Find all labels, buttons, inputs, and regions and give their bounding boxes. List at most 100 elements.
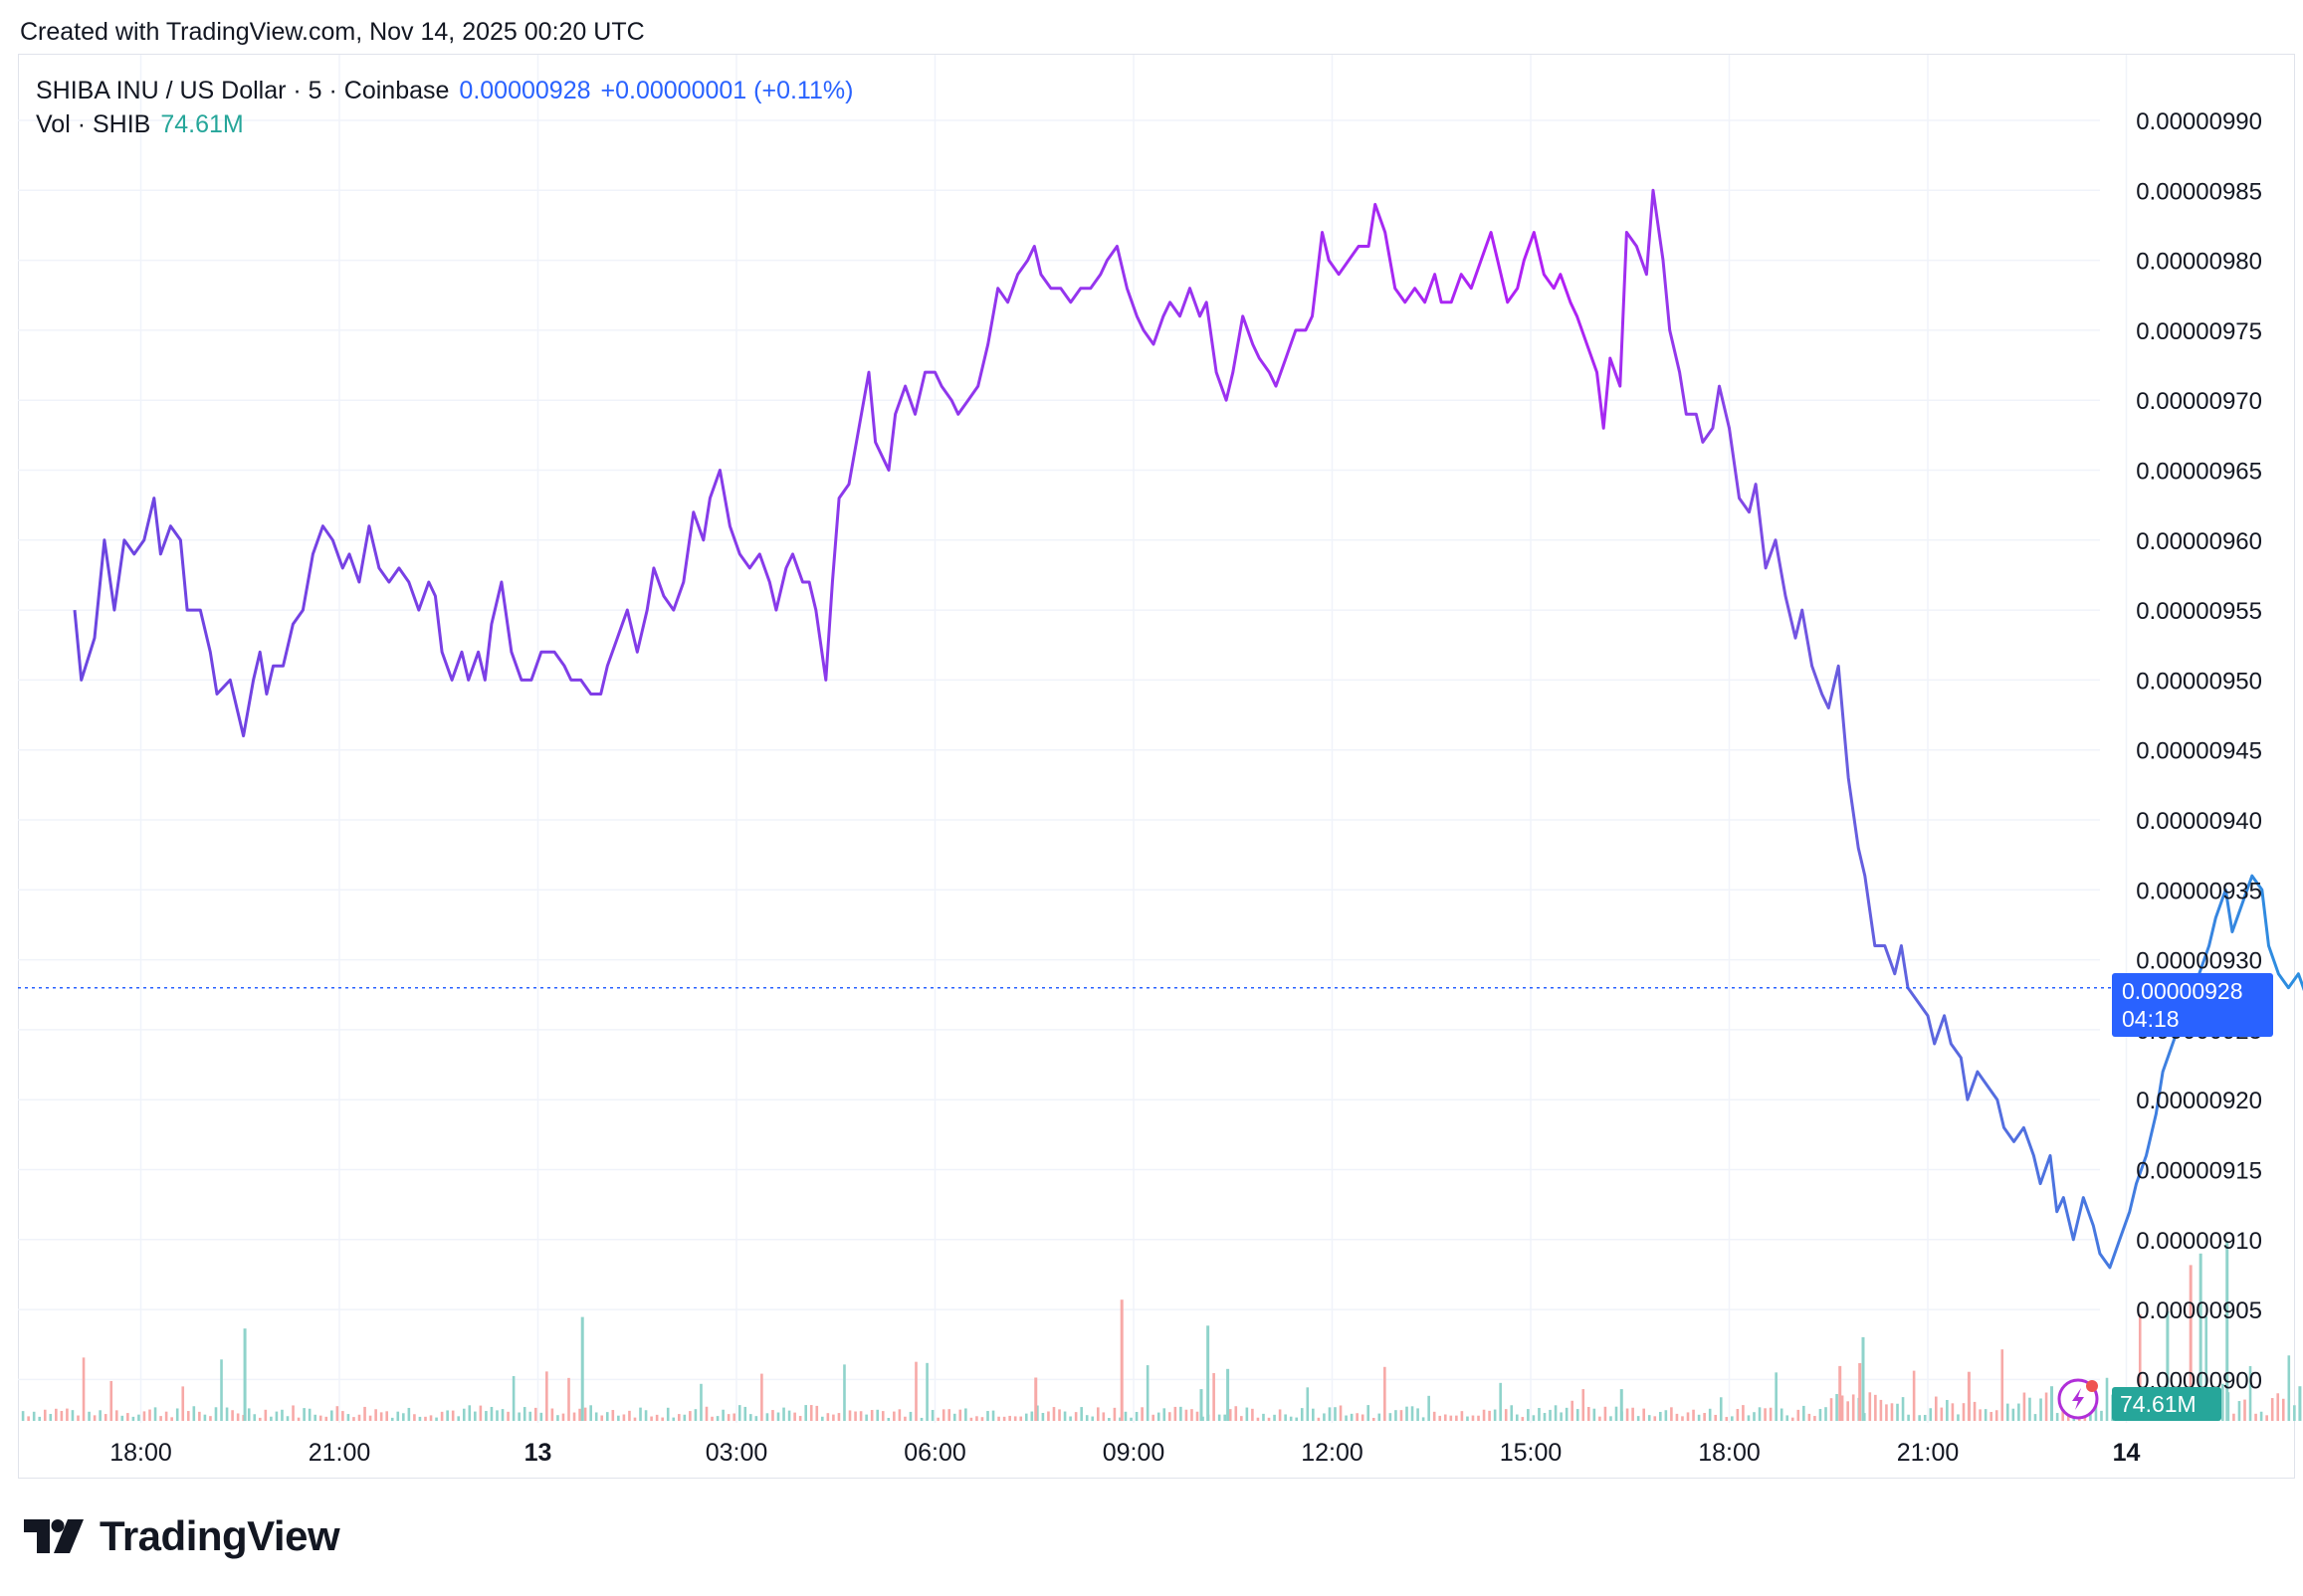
- volume-bar: [1896, 1403, 1899, 1421]
- lightning-alert-icon[interactable]: [2057, 1378, 2099, 1420]
- volume-bar: [318, 1415, 322, 1421]
- volume-bar: [1466, 1416, 1469, 1421]
- volume-bar: [997, 1416, 1000, 1421]
- volume-spike-bar: [1199, 1389, 1203, 1421]
- y-tick-label: 0.00000920: [2136, 1088, 2262, 1114]
- volume-bar: [214, 1407, 218, 1421]
- volume-bar: [131, 1416, 135, 1421]
- volume-bar: [2017, 1403, 2020, 1421]
- volume-bar: [1670, 1407, 1673, 1421]
- volume-bar: [1008, 1415, 1011, 1421]
- volume-bar: [1223, 1414, 1227, 1421]
- volume-bar: [1493, 1409, 1497, 1421]
- volume-bar: [225, 1407, 229, 1421]
- volume-bar: [1923, 1414, 1927, 1421]
- volume-bar: [1504, 1409, 1508, 1421]
- volume-bar: [258, 1417, 262, 1421]
- volume-bar: [727, 1414, 731, 1421]
- volume-bar: [865, 1414, 868, 1421]
- volume-bar: [413, 1414, 416, 1421]
- volume-bar: [1973, 1401, 1977, 1421]
- volume-bar: [120, 1415, 124, 1421]
- volume-bar: [1323, 1413, 1326, 1421]
- time-axis[interactable]: 18:00 21:00 13 03:00 06:00 09:00 12:00 15:00 18:…: [109, 1439, 2140, 1467]
- volume-bar: [385, 1411, 389, 1421]
- tradingview-brand[interactable]: TradingView: [24, 1512, 340, 1560]
- volume-bar: [2055, 1413, 2059, 1421]
- volume-bar: [507, 1411, 510, 1421]
- y-tick-label: 0.00000970: [2136, 388, 2262, 415]
- volume-bar: [1609, 1416, 1612, 1421]
- volume-bar: [572, 1412, 576, 1421]
- symbol-title[interactable]: SHIBA INU / US Dollar · 5 · Coinbase: [36, 77, 450, 104]
- volume-bar: [1173, 1406, 1177, 1421]
- volume-bar: [2243, 1399, 2246, 1421]
- volume-bar: [2022, 1392, 2026, 1421]
- volume-bar: [275, 1411, 279, 1421]
- volume-bar: [341, 1411, 344, 1421]
- price-axis[interactable]: 0.00000990 0.00000985 0.00000980 0.00000975…: [2136, 108, 2262, 1394]
- volume-bar: [1119, 1417, 1122, 1421]
- volume-bar: [1300, 1408, 1304, 1421]
- volume-bar: [1962, 1403, 1966, 1421]
- volume-bar: [2281, 1398, 2285, 1421]
- volume-bar: [1102, 1412, 1106, 1421]
- volume-bar: [821, 1416, 824, 1421]
- volume-bar: [920, 1417, 924, 1421]
- volume-bar: [490, 1406, 494, 1421]
- volume-bar: [55, 1408, 58, 1421]
- volume-bar: [1747, 1415, 1751, 1421]
- volume-bar: [2028, 1397, 2031, 1421]
- volume-bar: [1785, 1415, 1789, 1421]
- volume-bar: [926, 1362, 929, 1421]
- volume-bar: [622, 1414, 626, 1421]
- volume-bar: [1946, 1399, 1949, 1421]
- volume-bar: [198, 1411, 201, 1421]
- volume-bar: [2011, 1408, 2015, 1421]
- volume-bar: [787, 1410, 791, 1421]
- volume-bar: [1416, 1408, 1419, 1421]
- volume-bar: [518, 1412, 521, 1421]
- volume-spike-bar: [1206, 1325, 1210, 1421]
- volume-bar: [209, 1416, 212, 1421]
- volume-bar: [1560, 1412, 1563, 1421]
- volume-spike-bar: [2298, 1386, 2302, 1421]
- volume-bar: [1835, 1394, 1838, 1421]
- volume-bar: [1438, 1415, 1442, 1421]
- volume-bar: [1731, 1416, 1734, 1421]
- volume-bar: [390, 1417, 394, 1421]
- volume-bar: [440, 1411, 444, 1421]
- volume-bar: [915, 1361, 918, 1421]
- volume-bar: [550, 1408, 554, 1421]
- y-tick-label: 0.00000965: [2136, 459, 2262, 486]
- volume-bar: [1052, 1407, 1056, 1421]
- volume-bar: [716, 1416, 720, 1421]
- volume-bar: [1725, 1417, 1729, 1421]
- volume-bar: [1030, 1411, 1034, 1421]
- volume-spike-bar: [2225, 1242, 2229, 1421]
- volume-bar: [782, 1407, 785, 1421]
- volume-bar: [379, 1412, 383, 1421]
- volume-label[interactable]: Vol · SHIB: [36, 110, 151, 138]
- created-with-text: Created with TradingView.com, Nov 14, 20…: [20, 18, 645, 46]
- volume-bar: [1901, 1397, 1905, 1421]
- volume-bar: [1575, 1409, 1579, 1421]
- volume-bar: [1790, 1417, 1794, 1421]
- volume-spike-bar: [1226, 1368, 1230, 1421]
- chart-frame[interactable]: [18, 54, 2295, 1479]
- x-tick-label: 12:00: [1301, 1439, 1363, 1467]
- volume-bar: [605, 1412, 609, 1421]
- volume-bar: [1885, 1404, 1888, 1421]
- volume-bar: [1146, 1365, 1150, 1421]
- volume-bar: [1179, 1406, 1182, 1421]
- x-tick-label: 13: [524, 1439, 552, 1467]
- volume-bar: [893, 1411, 896, 1421]
- volume-bar: [88, 1411, 91, 1421]
- x-tick-label: 21:00: [309, 1439, 371, 1467]
- volume-bar: [1162, 1408, 1166, 1421]
- volume-bar: [1383, 1366, 1386, 1421]
- volume-bar: [446, 1410, 449, 1421]
- volume-bar: [1818, 1409, 1822, 1421]
- volume-bar: [1421, 1417, 1425, 1421]
